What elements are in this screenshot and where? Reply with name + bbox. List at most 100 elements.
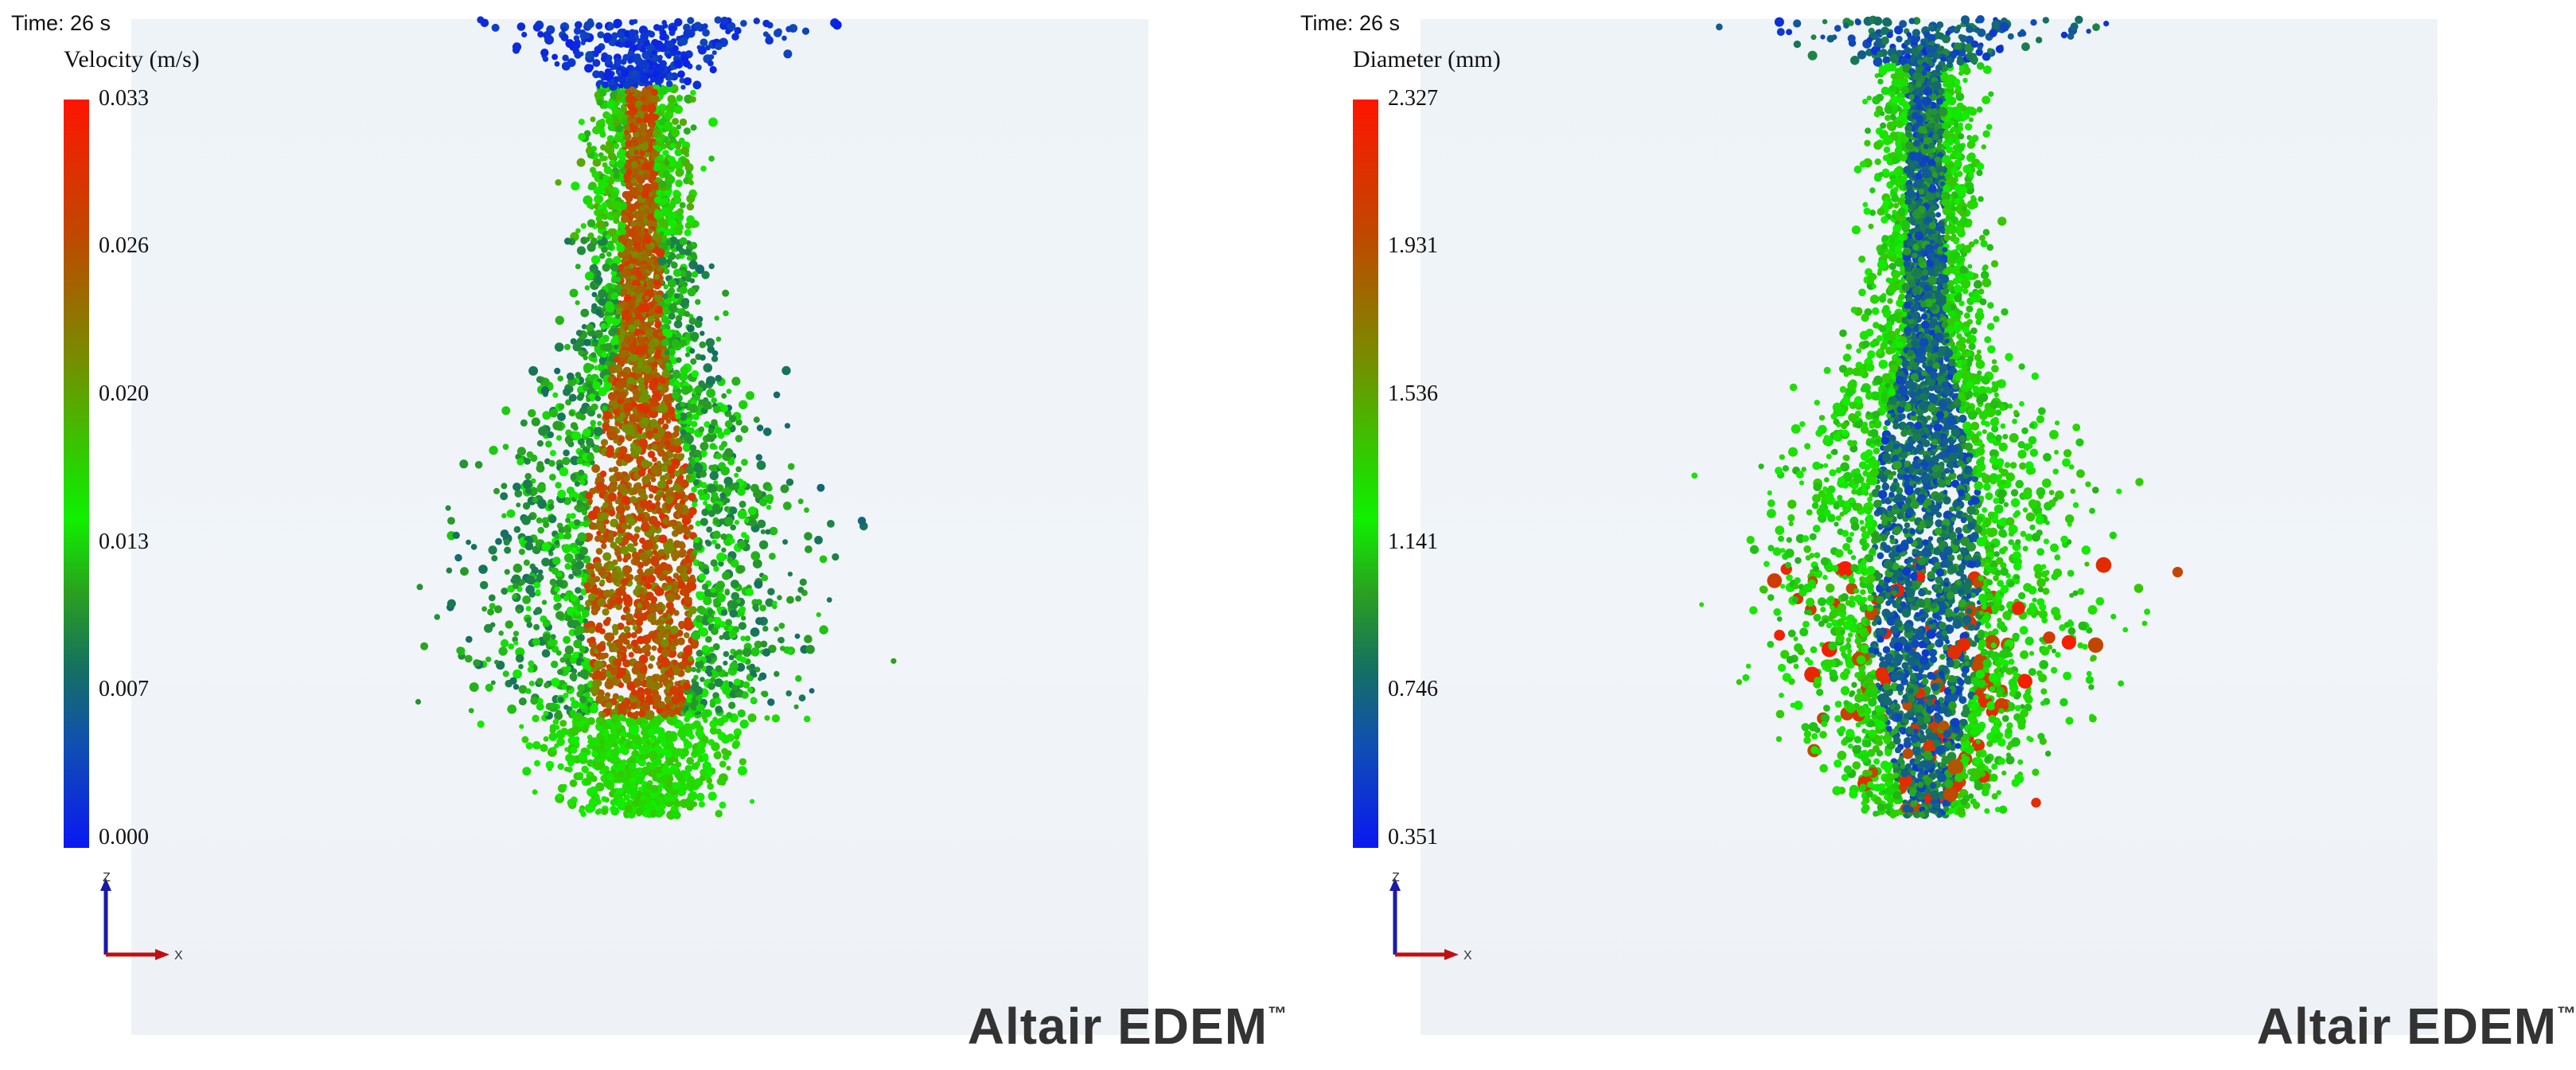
- particle: [473, 659, 481, 667]
- particle: [722, 289, 730, 297]
- particle: [708, 263, 715, 270]
- particle: [659, 85, 668, 96]
- particle: [641, 162, 651, 172]
- particle: [701, 508, 709, 517]
- particle: [701, 271, 710, 279]
- particle: [621, 371, 628, 377]
- particle: [597, 761, 606, 769]
- particle: [512, 482, 521, 491]
- particle: [456, 646, 464, 654]
- particle: [541, 649, 551, 658]
- particle: [563, 449, 570, 457]
- particle: [557, 669, 563, 675]
- particle: [480, 18, 489, 28]
- particle: [700, 330, 705, 336]
- particle: [536, 573, 544, 581]
- particle: [629, 725, 640, 735]
- particle: [578, 119, 585, 126]
- particle: [610, 432, 618, 440]
- particle: [519, 724, 524, 729]
- particle: [765, 36, 774, 45]
- particle: [619, 514, 626, 521]
- particle: [752, 559, 762, 568]
- particle: [669, 645, 676, 652]
- particle: [666, 466, 676, 474]
- particle: [532, 714, 540, 723]
- particle: [599, 628, 606, 635]
- particle: [649, 737, 655, 743]
- particle: [518, 549, 525, 556]
- particle: [726, 712, 733, 719]
- particle: [723, 428, 731, 435]
- particle: [617, 770, 625, 779]
- particle: [651, 55, 659, 63]
- particle: [514, 490, 523, 498]
- particle: [700, 442, 709, 451]
- particle: [669, 200, 676, 206]
- particle: [730, 630, 737, 638]
- particle: [693, 685, 703, 696]
- particle: [509, 677, 517, 685]
- particle: [645, 583, 653, 590]
- particle: [562, 54, 569, 62]
- particle: [595, 548, 603, 555]
- particle: [633, 45, 638, 51]
- particle: [593, 186, 602, 195]
- particle: [495, 537, 502, 545]
- particle: [611, 623, 619, 631]
- particle: [513, 525, 521, 533]
- particle: [512, 684, 520, 690]
- particle: [684, 228, 692, 236]
- particle: [637, 787, 644, 792]
- particle: [640, 441, 648, 449]
- particle: [710, 591, 717, 598]
- particle: [657, 549, 665, 556]
- particle: [591, 681, 598, 687]
- particle: [549, 450, 556, 457]
- particle: [555, 602, 562, 609]
- particle: [709, 701, 716, 708]
- particle: [641, 596, 646, 602]
- particle: [679, 118, 688, 127]
- particle: [635, 618, 644, 627]
- particle: [516, 608, 522, 614]
- particle: [578, 350, 585, 356]
- particle: [587, 219, 596, 228]
- particle: [609, 399, 617, 408]
- particle: [623, 419, 629, 425]
- particle: [767, 698, 775, 706]
- particle: [532, 740, 541, 750]
- particle: [594, 427, 603, 436]
- particle: [637, 588, 645, 595]
- particle: [696, 650, 703, 657]
- particle: [558, 403, 565, 410]
- particle: [563, 767, 570, 772]
- particle: [587, 500, 593, 506]
- particle: [645, 372, 654, 381]
- particle: [648, 663, 653, 670]
- particle: [689, 348, 696, 354]
- particle: [700, 470, 707, 478]
- particle: [708, 117, 718, 127]
- particle: [579, 506, 586, 513]
- particle: [718, 462, 727, 471]
- particle: [629, 810, 634, 817]
- particle: [576, 158, 586, 167]
- particle: [501, 406, 511, 416]
- particle: [480, 580, 489, 590]
- particle: [580, 588, 587, 595]
- particle: [594, 194, 604, 204]
- particle: [576, 604, 585, 612]
- particle: [673, 104, 684, 115]
- particle: [602, 552, 612, 561]
- particle: [774, 670, 780, 678]
- particle: [416, 584, 423, 591]
- particle: [753, 489, 762, 499]
- particle: [638, 709, 646, 718]
- particle: [638, 25, 649, 35]
- particle: [619, 731, 628, 739]
- particle: [696, 703, 704, 712]
- particle: [616, 728, 622, 734]
- particle: [566, 513, 572, 519]
- particle: [583, 21, 593, 30]
